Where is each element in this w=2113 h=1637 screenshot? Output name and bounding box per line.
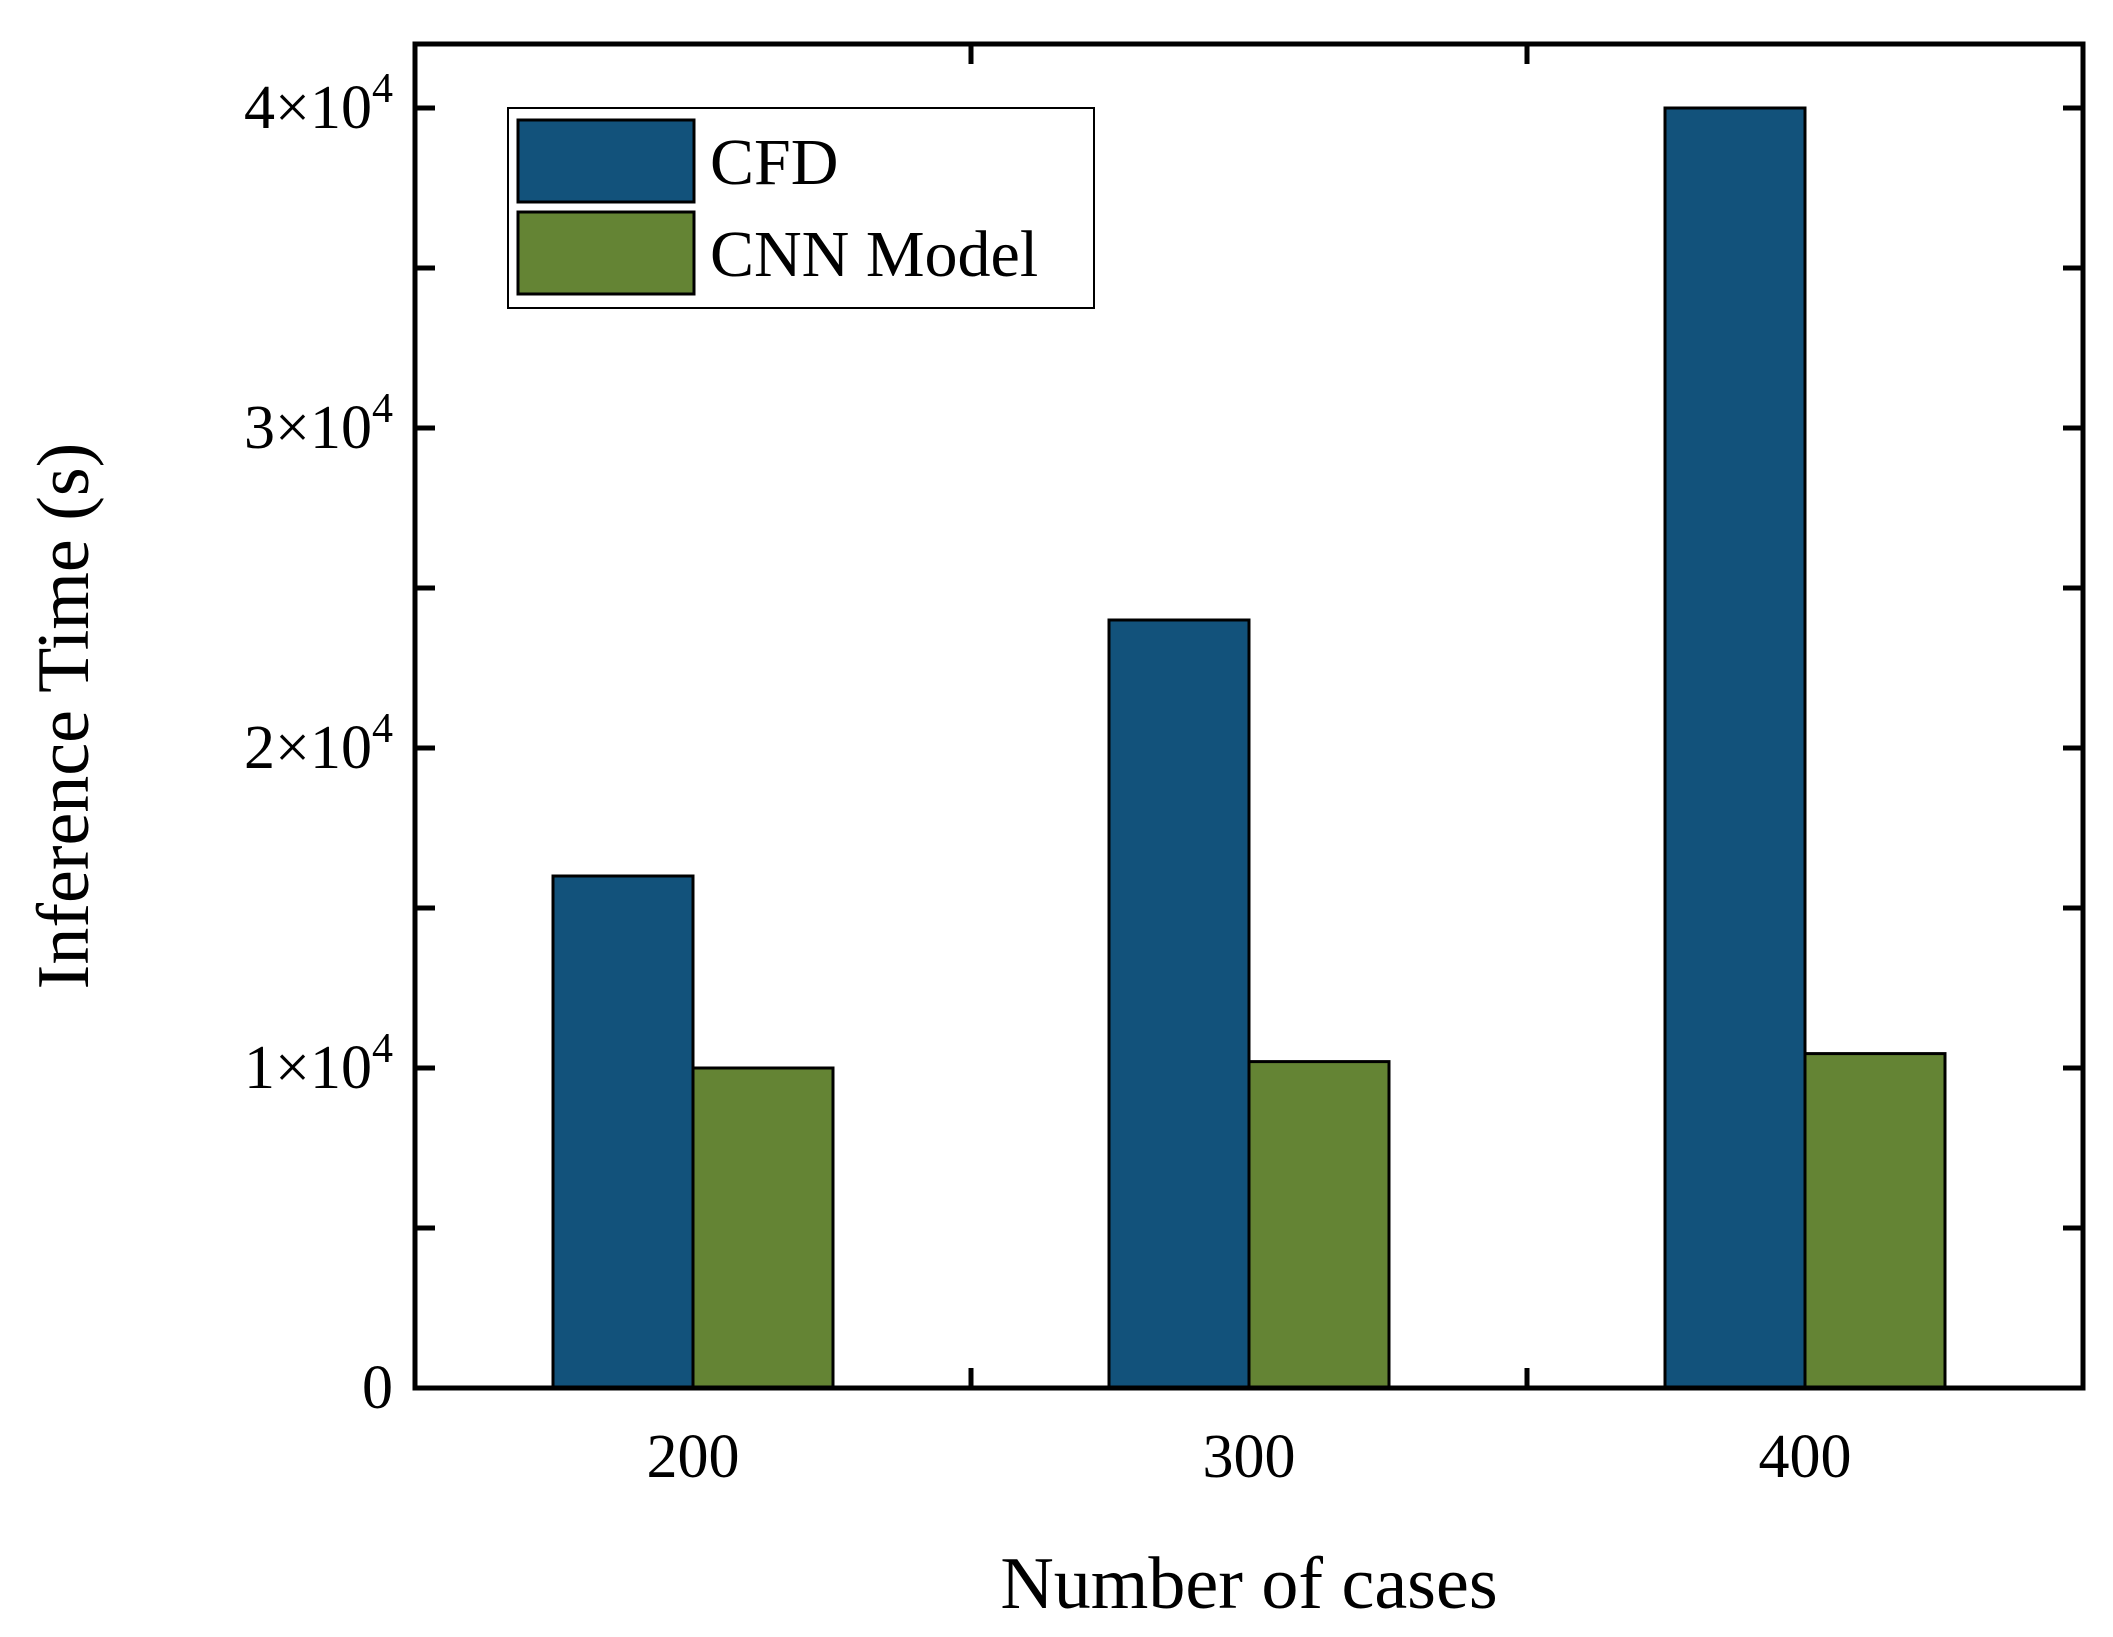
bar-cnn-model-200 (691, 1066, 835, 1390)
bar-cnn-model-400 (1803, 1052, 1947, 1390)
y-tick-label: 3×104 (244, 386, 393, 462)
y-tick-label: 1×104 (244, 1026, 393, 1102)
legend-label: CNN Model (710, 218, 1038, 291)
bar-cnn-model-300 (1247, 1060, 1391, 1390)
bar-cfd-300 (1107, 618, 1251, 1390)
legend: CFD CNN Model (507, 107, 1095, 309)
bar-cfd-400 (1663, 106, 1807, 1390)
tick-labels-group: 0 1×104 2×104 3×104 4×104 200 300 400 (244, 66, 1851, 1491)
y-tick-label: 4×104 (244, 66, 393, 142)
y-axis-title: Inference Time (s) (23, 443, 105, 990)
legend-label: CFD (710, 126, 838, 199)
bars-group (551, 106, 1947, 1390)
x-axis-title: Number of cases (1000, 1543, 1497, 1625)
bar-cfd-200 (551, 874, 695, 1390)
x-tick-label: 300 (1203, 1423, 1296, 1491)
plot-frame (412, 41, 2086, 1391)
legend-swatch (516, 210, 696, 296)
y-tick-label: 2×104 (244, 706, 393, 782)
x-tick-label: 200 (647, 1423, 740, 1491)
legend-swatch (516, 118, 696, 204)
x-tick-label: 400 (1759, 1423, 1852, 1491)
y-tick-label: 0 (362, 1354, 393, 1422)
